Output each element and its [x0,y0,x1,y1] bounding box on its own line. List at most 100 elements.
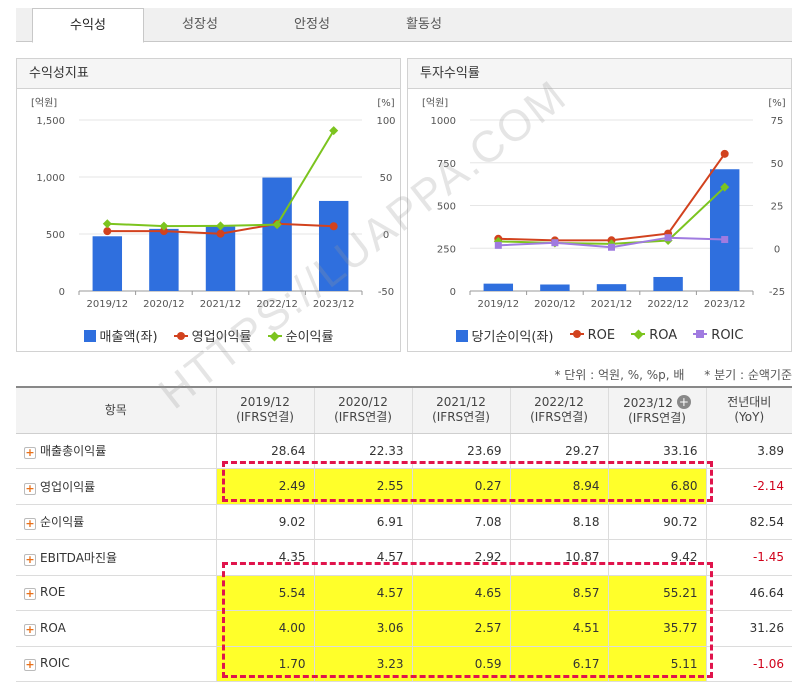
value-cell: 6.91 [313,504,412,540]
table-row: + EBITDA마진율 4.35 4.57 2.92 10.87 9.42 -1.45 [16,539,792,576]
value-cell: 3.23 [313,646,412,682]
bar [318,200,349,291]
bar [149,228,179,291]
expand-icon[interactable]: + [24,517,36,531]
table-row: + ROA 4.00 3.06 2.57 4.51 35.77 31.26 [16,610,792,647]
tab-bar: 수익성 성장성 안정성 활동성 [16,8,792,43]
y-left-tick-label: 750 [437,159,456,170]
line-square-icon [693,328,708,340]
data-point [551,239,559,247]
table-row: + 영업이익률 2.49 2.55 0.27 8.94 6.80 -2.14 [16,468,792,505]
x-tick-label: 2023/12 [704,299,746,310]
value-cell: 33.16 [607,433,706,469]
y-left-tick-label: 500 [46,230,65,241]
data-point [608,243,615,251]
data-point [102,219,112,229]
series-line [498,153,726,242]
row-label[interactable]: + 순이익률 [16,504,216,540]
column-header-2020[interactable]: 2020/12 (IFRS연결) [313,386,412,434]
row-label[interactable]: + ROA [16,610,216,647]
value-cell: 4.00 [215,610,314,647]
data-point [664,234,672,242]
value-cell: 4.51 [509,610,608,647]
y-left-tick-label: 1,000 [36,173,65,184]
legend-item-roic[interactable]: ROIC [693,328,743,343]
value-cell: 2.92 [411,539,510,576]
bar [262,177,292,291]
tab-stability[interactable]: 안정성 [294,17,330,32]
expand-icon[interactable]: + [24,446,36,460]
column-header-2021[interactable]: 2021/12 (IFRS연결) [411,386,510,434]
row-label[interactable]: + 영업이익률 [16,468,216,505]
series-line [498,186,726,245]
value-cell: 5.11 [607,646,706,682]
column-header-2022[interactable]: 2022/12 (IFRS연결) [509,386,608,434]
expand-icon[interactable]: + [24,552,36,566]
expand-icon[interactable]: + [24,622,36,636]
value-cell: 6.17 [509,646,608,682]
value-cell: 8.94 [509,468,608,505]
profitability-table: 항목 2019/12 (IFRS연결) 2020/12 (IFRS연결) 2021/… [16,386,792,682]
legend-item-net-income[interactable]: 당기순이익(좌) [455,326,553,345]
value-cell: 55.21 [607,575,706,611]
legend-item-sales[interactable]: 매출액(좌) [83,326,158,345]
legend-item-net-margin[interactable]: 순이익률 [267,326,333,345]
add-column-icon[interactable]: + [676,394,691,409]
y-left-tick-label: 500 [437,202,456,213]
panel-title: 투자수익률 [408,59,791,89]
y-right-tick-label: 50 [380,173,393,184]
value-cell: 9.02 [215,504,314,540]
value-cell: 10.87 [509,539,608,576]
profitability-chart-panel: 수익성지표 1,500 1,000 500 0 100 50 0 -50 [억원] [%] 2019… [16,58,401,352]
row-label[interactable]: + ROIC [16,646,216,682]
investment-return-chart-panel: 투자수익률 1000 750 500 250 0 75 50 25 0 -25 [억원] [%] 201… [407,58,792,352]
legend-item-roa[interactable]: ROA [631,328,677,343]
chart-legend: 매출액(좌) 영업이익률 순이익률 [17,326,400,345]
value-cell: 9.42 [607,539,706,576]
row-label[interactable]: + ROE [16,575,216,611]
data-point [216,221,225,231]
tab-profitability[interactable]: 수익성 [32,8,144,43]
x-tick-label: 2019/12 [478,299,520,310]
y-right-tick-label: 100 [376,116,395,127]
yoy-cell: -1.06 [705,646,792,682]
series-line [107,130,335,228]
y-left-tick-label: 250 [437,244,456,255]
value-cell: 4.57 [313,575,412,611]
data-point [494,241,502,249]
table-row: + ROIC 1.70 3.23 0.59 6.17 5.11 -1.06 [16,646,792,682]
column-header-2019[interactable]: 2019/12 (IFRS연결) [215,386,314,434]
column-header-item: 항목 [16,386,216,434]
legend-item-operating-margin[interactable]: 영업이익률 [173,326,251,345]
line-circle-icon [569,328,584,340]
bar [653,276,683,291]
y-right-tick-label: 25 [771,202,784,213]
value-cell: 2.49 [215,468,314,505]
y-right-tick-label: -25 [769,287,785,298]
data-point [329,126,339,136]
data-point [103,227,112,236]
tab-activity[interactable]: 활동성 [406,17,442,32]
x-tick-label: 2021/12 [591,299,633,310]
legend-item-roe[interactable]: ROE [569,328,615,343]
expand-icon[interactable]: + [24,587,36,601]
value-cell: 6.80 [607,468,706,505]
expand-icon[interactable]: + [24,481,36,495]
x-tick-label: 2019/12 [87,299,129,310]
y-left-tick-label: 1,500 [36,116,65,127]
y-right-tick-label: 0 [774,244,780,255]
y-left-tick-label: 0 [450,287,456,298]
table-notes: * 단위 : 억원, %, %p, 배 * 분기 : 순액기준 [538,366,792,383]
expand-icon[interactable]: + [24,658,36,672]
x-tick-label: 2023/12 [313,299,355,310]
y-right-unit: [%] [768,98,785,109]
tab-growth[interactable]: 성장성 [182,17,218,32]
value-cell: 4.57 [313,539,412,576]
bar-swatch-icon [83,330,96,342]
chart-legend: 당기순이익(좌) ROE ROA ROIC [408,326,791,345]
y-left-unit: [억원] [31,97,57,109]
row-label[interactable]: + 매출총이익률 [16,433,216,469]
column-header-2023[interactable]: 2023/12 + (IFRS연결) [607,386,706,434]
row-label[interactable]: + EBITDA마진율 [16,539,216,576]
